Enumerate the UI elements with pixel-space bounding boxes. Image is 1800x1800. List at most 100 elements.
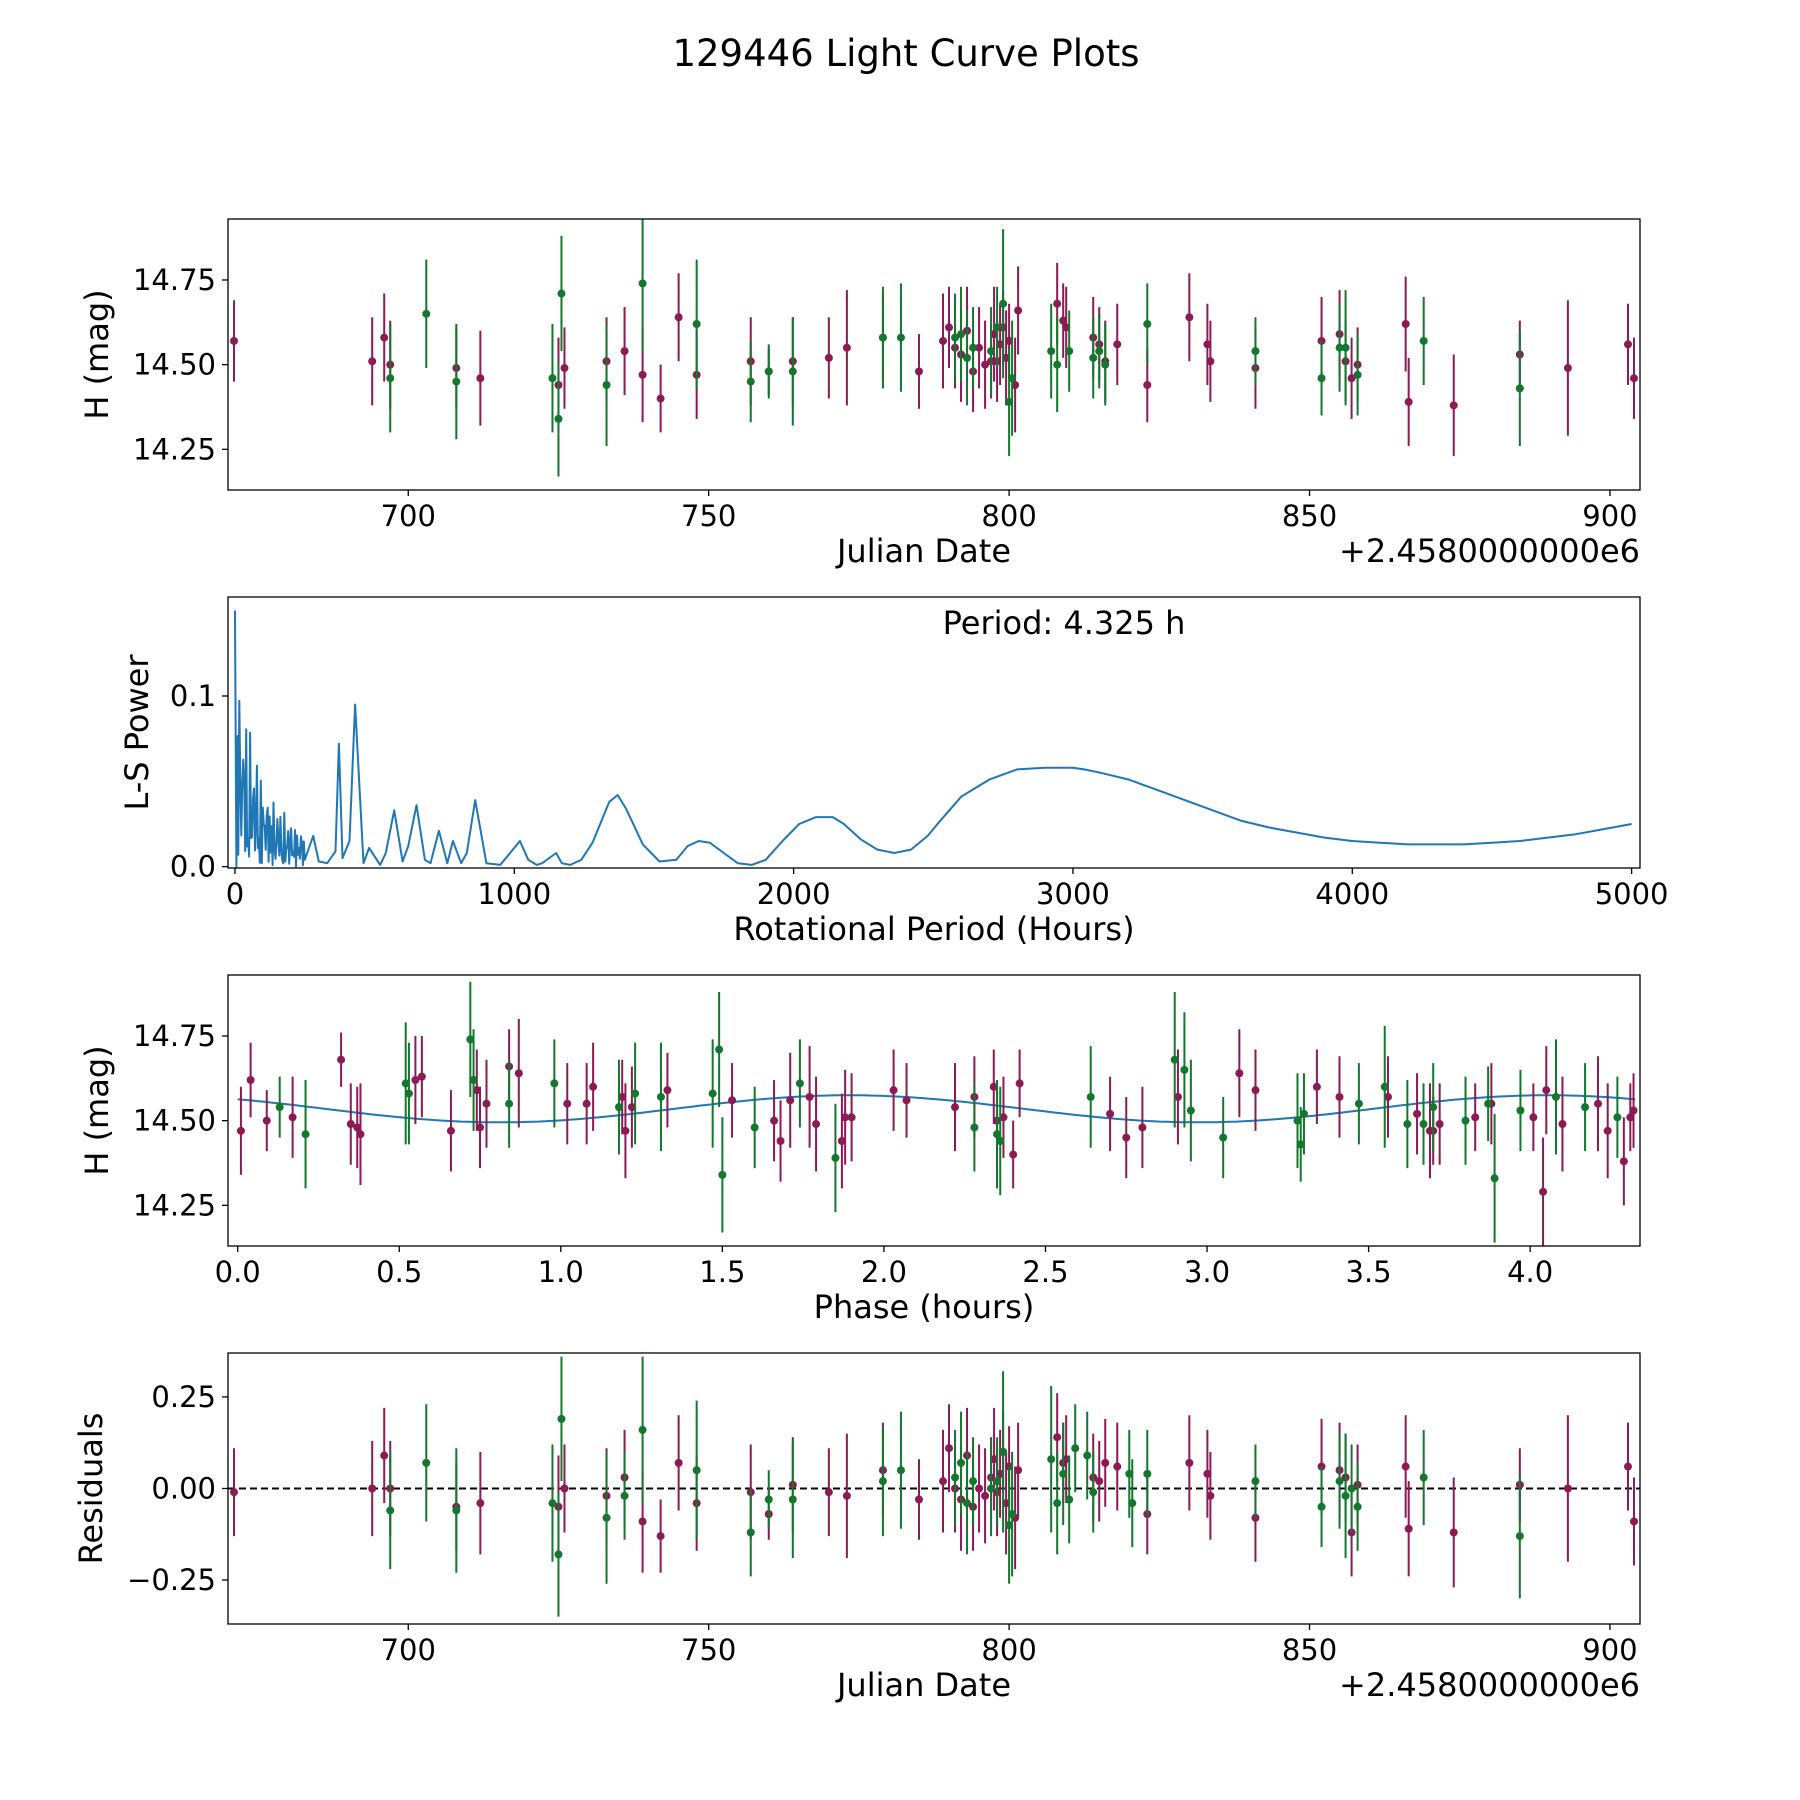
panel-residuals: 700 750 800 850 900 −0.25 0.00 0.25 Julian Date R… <box>72 1352 1641 1704</box>
x-tick-label: 900 <box>1582 499 1637 533</box>
y-axis-label: H (mag) <box>78 1045 116 1175</box>
data-point <box>1089 1488 1098 1497</box>
data-point <box>411 1076 420 1085</box>
data-point <box>1619 1157 1628 1166</box>
data-point <box>896 1466 905 1475</box>
data-point <box>1125 1469 1134 1478</box>
data-point <box>631 1089 640 1098</box>
data-point <box>1235 1069 1244 1078</box>
panel-periodogram: 0 1000 2000 3000 4000 5000 0.0 0.1 Rotational Pe… <box>118 596 1669 948</box>
series-green-observations <box>386 219 1524 477</box>
x-tick-label: 1.5 <box>699 1255 745 1289</box>
data-point <box>1419 336 1428 345</box>
data-point <box>1009 1150 1018 1159</box>
data-point <box>770 1116 779 1125</box>
data-point <box>1002 353 1011 362</box>
data-point <box>1484 1099 1493 1108</box>
data-point <box>469 1076 478 1085</box>
y-tick-label: 14.75 <box>133 263 216 297</box>
data-point <box>1251 347 1260 356</box>
data-point <box>621 1126 630 1135</box>
data-point <box>656 1532 665 1541</box>
data-point <box>1542 1086 1551 1095</box>
data-point <box>1122 1133 1131 1142</box>
data-point <box>764 1495 773 1504</box>
data-point <box>1347 374 1356 383</box>
data-point <box>824 353 833 362</box>
figure-title: 129446 Light Curve Plots <box>672 32 1139 75</box>
x-tick-label: 850 <box>1282 1633 1337 1667</box>
axes-frame <box>227 596 1641 869</box>
data-point <box>1516 1106 1525 1115</box>
y-axis-label: Residuals <box>72 1413 110 1565</box>
data-point <box>404 1089 413 1098</box>
data-point <box>878 333 887 342</box>
panel-lightcurve: 700 750 800 850 900 14.25 14.50 14.75 Julian Dat… <box>78 218 1680 570</box>
data-point <box>795 1079 804 1088</box>
data-point <box>1419 1473 1428 1482</box>
data-point <box>386 1506 395 1515</box>
data-point <box>275 1103 284 1112</box>
data-point <box>1347 1484 1356 1493</box>
data-point <box>1401 1462 1410 1471</box>
data-point <box>1312 1082 1321 1091</box>
x-tick-label: 2.0 <box>861 1255 907 1289</box>
data-point <box>841 1113 850 1122</box>
y-tick-label: 14.50 <box>133 1104 216 1138</box>
data-point <box>951 333 960 342</box>
data-point <box>786 1096 795 1105</box>
data-point <box>975 343 984 352</box>
data-point <box>1613 1113 1622 1122</box>
data-point <box>996 1136 1005 1145</box>
data-point <box>1014 306 1023 315</box>
data-point <box>969 343 978 352</box>
data-point <box>715 1045 724 1054</box>
data-point <box>805 1092 814 1101</box>
data-point <box>1563 364 1572 373</box>
data-point <box>627 1103 636 1112</box>
data-point <box>1404 397 1413 406</box>
data-point <box>837 1136 846 1145</box>
data-point <box>1047 1455 1056 1464</box>
x-tick-label: 5000 <box>1595 877 1669 911</box>
data-point <box>969 1477 978 1486</box>
data-point <box>1672 432 1680 440</box>
data-point <box>476 1123 485 1132</box>
data-point <box>788 367 797 376</box>
data-point <box>356 1130 365 1139</box>
data-point <box>1317 1502 1326 1511</box>
data-point <box>1449 1528 1458 1537</box>
x-offset-label: +2.4580000000e6 <box>1339 532 1640 570</box>
data-point <box>1335 1092 1344 1101</box>
panel-phased: 0.0 0.5 1.0 1.5 2.0 2.5 3.0 3.5 4.0 14.25 14.50 14.… <box>78 974 1641 1326</box>
axes-frame <box>227 218 1641 491</box>
data-point <box>422 1458 431 1467</box>
data-point <box>1170 1055 1179 1064</box>
data-point <box>1065 1495 1074 1504</box>
data-point <box>368 1484 377 1493</box>
data-point <box>1593 1099 1602 1108</box>
data-point <box>1015 1079 1024 1088</box>
data-point <box>1299 1109 1308 1118</box>
data-point <box>236 1126 245 1135</box>
data-point <box>656 1092 665 1101</box>
data-point <box>1059 316 1068 325</box>
data-point <box>914 367 923 376</box>
data-point <box>476 1499 485 1508</box>
data-point <box>708 1089 717 1098</box>
data-point <box>957 330 966 339</box>
x-tick-label: 750 <box>681 1633 736 1667</box>
y-tick-label: 0.1 <box>170 679 216 713</box>
data-point <box>1461 1116 1470 1125</box>
data-point <box>990 330 999 339</box>
x-tick-label: 2.5 <box>1022 1255 1068 1289</box>
data-point <box>812 1120 821 1129</box>
x-axis-label: Julian Date <box>835 532 1011 570</box>
data-point <box>288 1113 297 1122</box>
plot-area <box>230 219 1680 477</box>
period-annotation: Period: 4.325 h <box>943 604 1186 642</box>
data-point <box>1101 1458 1110 1467</box>
data-point <box>476 374 485 383</box>
data-point <box>1551 1092 1560 1101</box>
data-point <box>380 1451 389 1460</box>
